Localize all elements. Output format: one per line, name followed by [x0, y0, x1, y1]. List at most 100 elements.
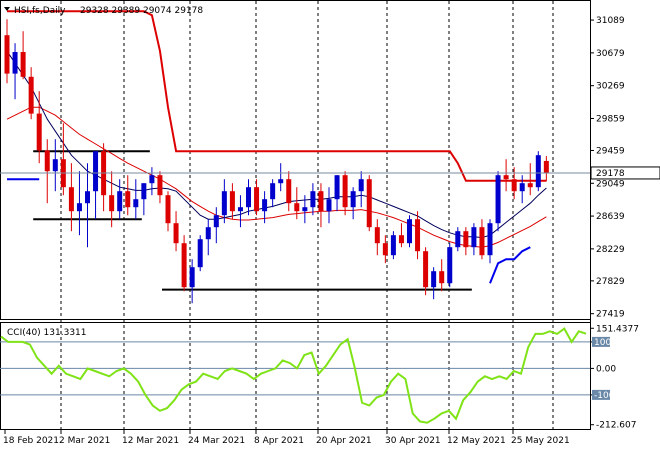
candle-body [390, 235, 396, 256]
date-tick-label: 20 Apr 2021 [316, 436, 372, 446]
candle-body [28, 76, 34, 114]
price-tick-label: 29459 [596, 146, 625, 156]
candle-body [326, 199, 332, 212]
price-panel-frame [0, 0, 591, 320]
price-axis: 31089 30679 30269 29859 29459 29049 28639 28229… [0, 16, 660, 320]
blue-signal-line [489, 246, 531, 284]
price-tick-label: 29859 [596, 114, 625, 124]
cci-indicator: 151.4377 100 0.00 -100 -212.607 [0, 324, 639, 431]
price-tick-label: 27419 [596, 310, 625, 320]
candle-body [479, 227, 485, 256]
candle-body [197, 239, 203, 268]
candle-body [4, 35, 10, 74]
candle-body [12, 52, 18, 74]
price-tick-label: 30679 [596, 49, 625, 59]
candle-body [262, 199, 268, 212]
candle-body [205, 227, 211, 240]
candle-body [407, 219, 412, 244]
candle-body [149, 175, 155, 184]
triangle-down-icon[interactable] [4, 7, 10, 11]
candle-body [439, 271, 445, 284]
candle-body [342, 175, 348, 208]
cci-line [0, 327, 587, 424]
candle-body [229, 191, 235, 212]
candle-body [455, 231, 461, 248]
candle-body [471, 227, 477, 248]
symbol-label: HSI,fs,Daily [14, 6, 66, 16]
candle-body [527, 183, 533, 188]
candle-body [318, 191, 324, 212]
price-tick-label: 29049 [596, 179, 625, 189]
upper-band-line [7, 10, 547, 182]
candle-body [221, 191, 227, 216]
candle-body [495, 175, 501, 224]
cci-tick-label: -100 [594, 391, 615, 401]
price-tick-label: 28639 [596, 212, 625, 222]
candle-body [503, 175, 509, 180]
candle-body [44, 150, 50, 172]
candle-body [286, 179, 292, 204]
candle-body [366, 179, 372, 228]
date-tick-label: 18 Feb 2021 [3, 436, 59, 446]
candle-body [270, 183, 276, 200]
candle-body [189, 267, 195, 288]
date-tick-label: 12 Mar 2021 [122, 436, 179, 446]
candle-body [535, 155, 541, 188]
candle-body [415, 219, 421, 252]
candle-body [431, 271, 437, 288]
candle-body [52, 159, 58, 172]
date-tick-label: 25 May 2021 [511, 436, 570, 446]
cci-level-tag [592, 336, 610, 347]
candle-body [141, 183, 147, 200]
date-tick-label: 30 Apr 2021 [385, 436, 441, 446]
candle-body [382, 243, 388, 256]
cci-tick-label: 100 [594, 338, 611, 348]
candle-body [511, 179, 517, 192]
cci-title: CCI(40) 131.3311 [7, 328, 87, 338]
candle-body [181, 243, 187, 288]
candle-body [85, 191, 90, 204]
candle-body [68, 187, 74, 212]
candle-body [302, 207, 308, 212]
candle-body [93, 151, 99, 192]
candle-body [76, 203, 82, 212]
candle-body [157, 175, 163, 196]
candle-body [487, 223, 493, 256]
date-tick-label: 2 Mar 2021 [59, 436, 110, 446]
candle-body [278, 179, 284, 184]
candle-body [463, 231, 469, 248]
date-tick-label: 8 Apr 2021 [254, 436, 304, 446]
candle-body [117, 191, 123, 212]
cci-panel-frame [0, 322, 591, 430]
candle-body [133, 199, 139, 208]
price-tick-label: 28229 [596, 245, 625, 255]
candle-body [20, 52, 26, 77]
candle-body [358, 179, 364, 192]
candle-body [125, 191, 131, 208]
cci-tick-label: -212.607 [596, 421, 636, 431]
candle-body [350, 191, 356, 208]
candle-body [447, 247, 453, 284]
candle-body [334, 175, 340, 200]
candle-body [36, 113, 42, 151]
candle-body [423, 251, 429, 288]
candle-body [173, 223, 179, 244]
candle-body [310, 191, 316, 208]
candle-body [246, 187, 251, 208]
candle-body [109, 195, 115, 212]
price-tick-label: 31089 [596, 16, 625, 26]
candle-body [254, 187, 260, 212]
cci-tick-label: 151.4377 [596, 324, 639, 334]
date-tick-label: 12 May 2021 [447, 436, 506, 446]
current-price-label: 29178 [596, 169, 625, 179]
candle-body [374, 227, 380, 244]
current-price-tag [590, 166, 660, 180]
price-tick-label: 30269 [596, 82, 625, 92]
candle-body [213, 215, 219, 228]
ohlc-readout: 29328 29389 29074 29178 [80, 6, 203, 16]
candle-body [519, 183, 525, 192]
candle-body [165, 195, 171, 224]
candle-body [237, 207, 243, 212]
candle-body [543, 160, 549, 173]
